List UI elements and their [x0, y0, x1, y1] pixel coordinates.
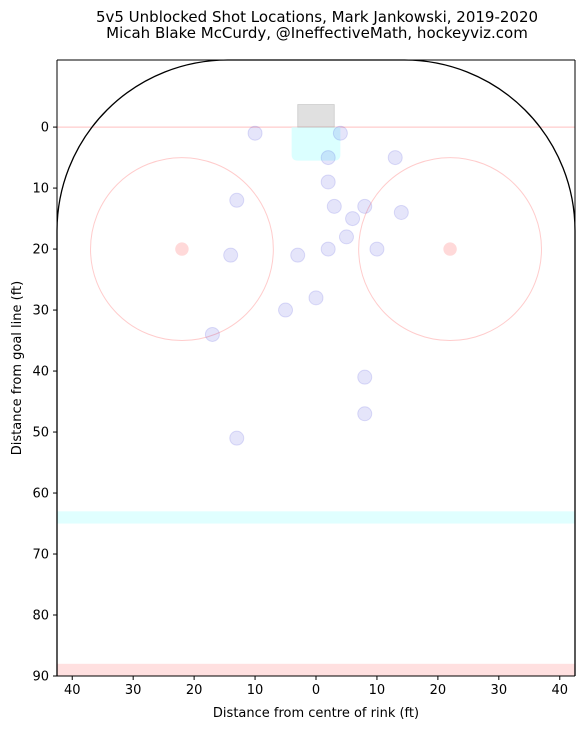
y-axis-label: Distance from goal line (ft)	[10, 281, 25, 455]
y-tick-label: 20	[32, 243, 49, 258]
chart-subtitle: Micah Blake McCurdy, @IneffectiveMath, h…	[106, 24, 528, 42]
shot-point	[369, 241, 385, 257]
shot-point	[357, 369, 373, 385]
y-tick-label: 50	[32, 426, 49, 441]
chart-title: 5v5 Unblocked Shot Locations, Mark Janko…	[96, 8, 538, 26]
shot-point	[229, 430, 245, 446]
x-tick-label: 40	[551, 683, 568, 698]
faceoff-circle-right	[358, 157, 542, 342]
x-tick-label: 10	[247, 683, 264, 698]
shot-point	[387, 150, 403, 166]
faceoff-dot-right	[443, 242, 457, 256]
x-tick-label: 40	[64, 683, 81, 698]
faceoff-circle-left	[90, 157, 274, 342]
shot-point	[345, 211, 361, 227]
shot-point	[247, 125, 263, 141]
y-tick-label: 90	[32, 670, 49, 685]
centre-red-line	[57, 663, 575, 676]
shot-point	[320, 241, 336, 257]
shot-point	[290, 247, 306, 263]
shot-points-layer	[204, 125, 409, 446]
goal-net	[297, 104, 335, 128]
blue-line	[57, 511, 575, 524]
shot-point	[204, 326, 220, 342]
x-tick-label: 30	[125, 683, 142, 698]
shot-point	[338, 229, 354, 245]
y-tick-label: 80	[32, 609, 49, 624]
goal-crease	[291, 127, 341, 161]
shot-point	[393, 204, 409, 220]
rink-layer	[56, 59, 576, 676]
shot-point	[332, 125, 348, 141]
y-tick-label: 40	[32, 365, 49, 380]
shot-point	[320, 174, 336, 190]
x-tick-label: 30	[491, 683, 508, 698]
y-tick-label: 60	[32, 487, 49, 502]
y-tick-label: 70	[32, 548, 49, 563]
shot-point	[278, 302, 294, 318]
shot-point	[357, 406, 373, 422]
shot-point	[229, 192, 245, 208]
shot-point	[357, 198, 373, 214]
y-tick-label: 30	[32, 304, 49, 319]
axes-layer: 40 30 20 10 0 10 20 30 40 0 10 20 30 40 50 60 70 80 90	[32, 59, 576, 698]
x-tick-label: 20	[186, 683, 203, 698]
shot-point	[326, 198, 342, 214]
shot-point	[320, 150, 336, 166]
y-tick-label: 0	[41, 121, 49, 136]
x-axis-label: Distance from centre of rink (ft)	[213, 706, 419, 721]
faceoff-dot-left	[175, 242, 189, 256]
x-tick-label: 10	[369, 683, 386, 698]
shot-point	[223, 247, 239, 263]
y-tick-label: 10	[32, 182, 49, 197]
x-tick-label: 20	[430, 683, 447, 698]
shot-point	[308, 290, 324, 306]
x-tick-label: 0	[312, 683, 320, 698]
